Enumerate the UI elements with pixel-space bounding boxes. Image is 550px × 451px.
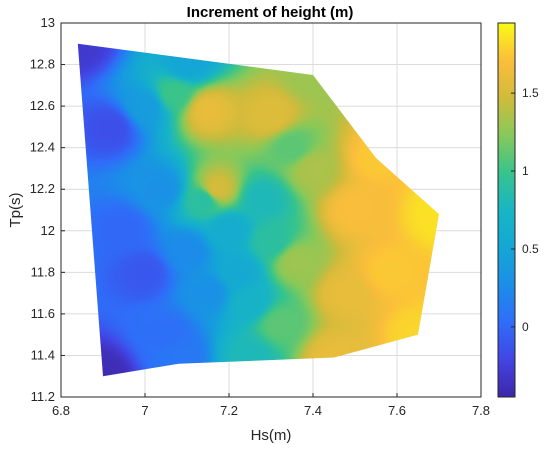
y-tick-label: 12 [41,223,55,238]
x-tick-label: 7.4 [304,403,322,418]
colorbar-tick-label: 0.5 [522,242,539,256]
y-tick-label: 11.6 [31,306,55,321]
colorbar-tick-label: 1.5 [522,86,539,100]
x-tick-label: 6.8 [52,403,70,418]
plot-frame [60,22,482,398]
colorbar-gradient [497,22,516,398]
x-axis-label: Hs(m) [251,427,292,444]
chart-title: Increment of height (m) [187,4,354,21]
colorbar-tick-label: 0 [522,320,529,334]
y-tick-label: 11.8 [31,264,55,279]
plot-area: 6.8 7 7.2 7.4 7.6 7.8 11.211.411.611.81212.21… [30,15,490,418]
y-tick-label: 11.2 [31,389,55,404]
x-axis-ticks: 6.8 7 7.2 7.4 7.6 7.8 [52,393,490,418]
y-axis-label: Tp(s) [7,193,24,228]
y-tick-label: 11.4 [31,347,55,362]
x-tick-label: 7 [141,403,148,418]
x-tick-label: 7.2 [220,403,238,418]
x-tick-label: 7.8 [472,403,490,418]
y-tick-label: 13 [41,15,55,30]
colorbar: 0 0.5 1 1.5 [497,22,539,398]
x-tick-label: 7.6 [388,403,406,418]
colorbar-tick-label: 1 [522,164,529,178]
y-tick-label: 12.8 [30,57,55,72]
y-tick-label: 12.2 [30,181,55,196]
colorbar-ticks: 0 0.5 1 1.5 [511,86,539,334]
y-tick-label: 12.6 [30,98,55,113]
y-axis-ticks: 11.2 11.4 11.6 11.8 12 12.2 12.4 12.6 12.8 13 [30,15,65,404]
y-tick-label: 12.4 [30,140,55,155]
